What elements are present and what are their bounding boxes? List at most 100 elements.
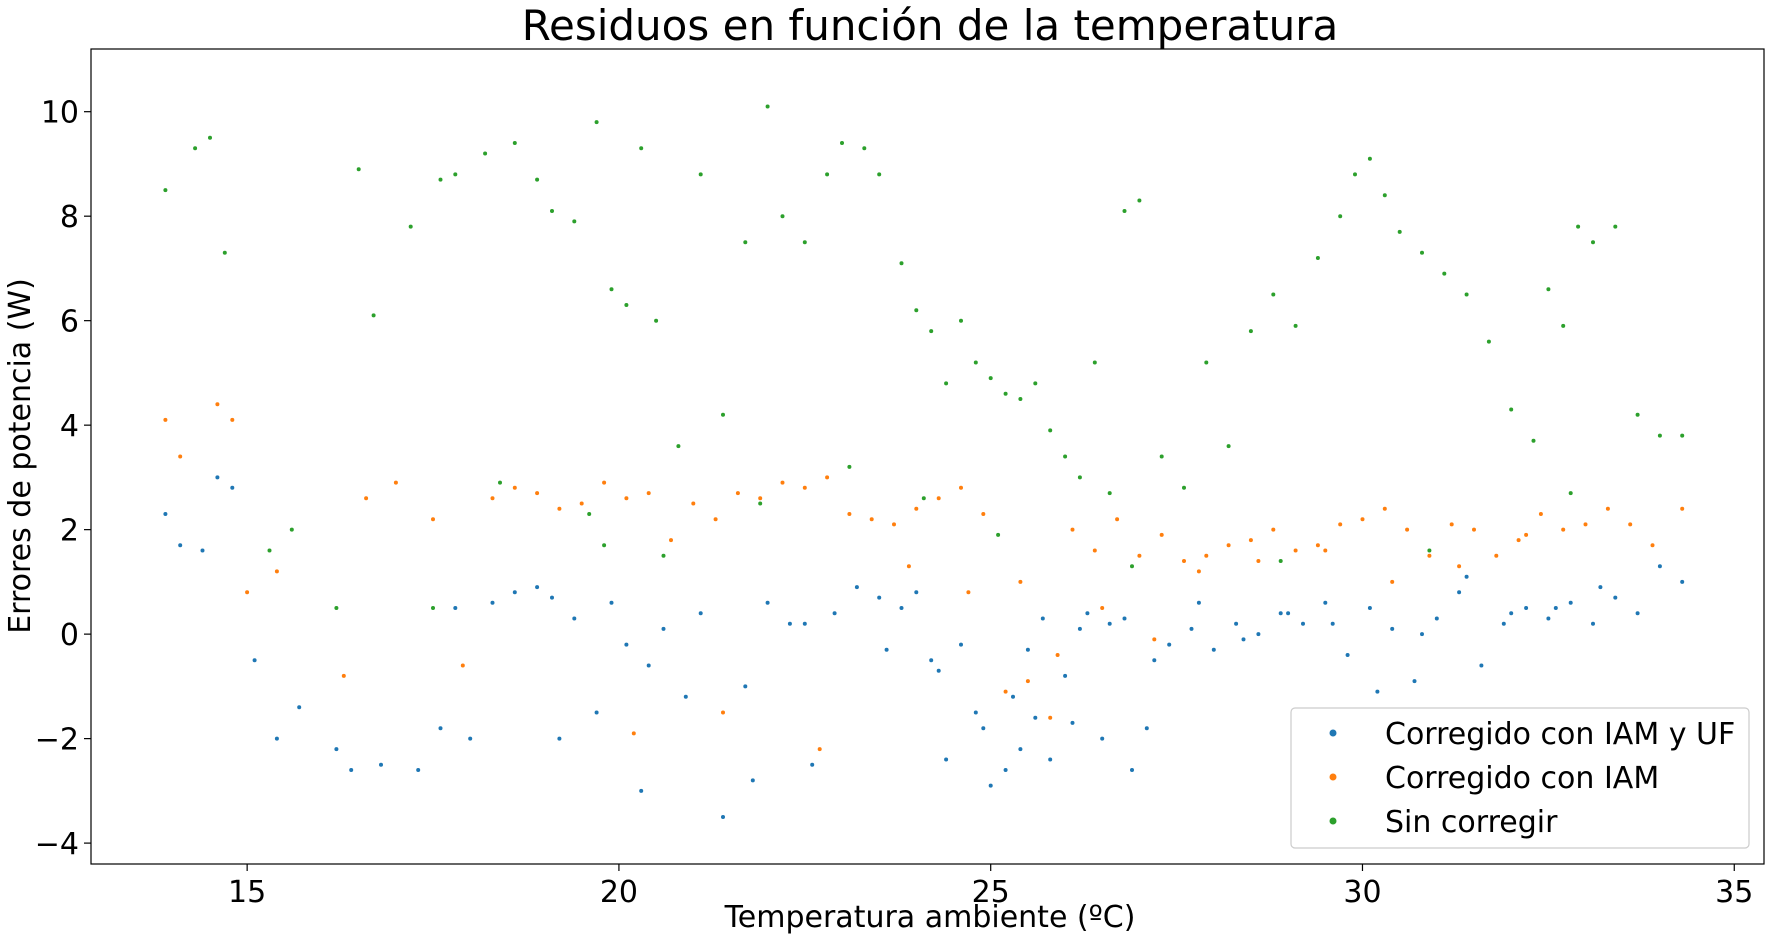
data-point-series-1: [1680, 506, 1685, 511]
data-point-series-0: [1241, 637, 1246, 642]
data-point-series-2: [1591, 240, 1595, 245]
data-point-series-2: [765, 104, 770, 109]
data-point-series-0: [274, 736, 279, 741]
data-point-series-0: [914, 590, 919, 595]
data-point-series-2: [1442, 271, 1447, 276]
data-point-series-0: [1122, 616, 1127, 621]
data-point-series-1: [1226, 543, 1231, 548]
data-point-series-2: [840, 141, 844, 145]
data-point-series-0: [1100, 736, 1105, 741]
data-point-series-1: [646, 491, 651, 496]
data-point-series-1: [802, 485, 807, 490]
data-point-series-0: [988, 783, 993, 788]
data-point-series-0: [1375, 689, 1380, 694]
data-point-series-0: [721, 815, 725, 819]
data-point-series-2: [267, 548, 272, 553]
data-point-series-0: [1018, 747, 1023, 752]
data-point-series-0: [787, 621, 792, 626]
data-point-series-1: [460, 663, 465, 668]
data-point-series-0: [1167, 642, 1172, 647]
data-point-series-2: [1531, 438, 1536, 443]
data-point-series-2: [988, 376, 993, 381]
data-point-series-0: [594, 710, 599, 715]
data-point-series-2: [780, 214, 785, 219]
data-point-series-0: [646, 663, 651, 668]
data-point-series-1: [1390, 579, 1395, 584]
y-tick-label: −2: [35, 723, 79, 758]
legend-marker-corregido-iam: [1329, 773, 1337, 781]
data-point-series-2: [847, 464, 852, 469]
data-point-series-1: [691, 501, 696, 506]
data-point-series-0: [490, 600, 495, 605]
data-point-series-1: [1360, 517, 1365, 522]
data-point-series-1: [393, 480, 398, 485]
data-point-series-2: [1130, 564, 1134, 569]
data-point-series-0: [1278, 611, 1283, 616]
legend-marker-sin-corregir: [1329, 817, 1337, 825]
x-tick-label: 30: [1343, 875, 1381, 910]
data-point-series-2: [1509, 407, 1514, 412]
data-point-series-0: [379, 762, 383, 767]
data-point-series-0: [1033, 715, 1038, 720]
legend-label-corregido-iam: Corregido con IAM: [1385, 761, 1659, 796]
data-point-series-0: [750, 778, 755, 783]
chart-title: Residuos en función de la temperatura: [522, 1, 1339, 50]
data-point-series-1: [215, 402, 220, 407]
data-point-series-1: [713, 517, 718, 522]
data-point-series-0: [468, 736, 473, 741]
data-point-series-2: [1420, 250, 1424, 255]
data-point-series-1: [1070, 527, 1075, 532]
data-point-series-2: [356, 167, 361, 172]
data-point-series-2: [1367, 156, 1372, 161]
data-point-series-2: [1248, 329, 1253, 334]
data-point-series-0: [163, 512, 168, 516]
data-point-series-1: [892, 522, 896, 527]
data-point-series-0: [1323, 600, 1328, 605]
y-tick-label: 10: [41, 96, 79, 131]
data-point-series-1: [1524, 532, 1529, 537]
data-point-series-2: [1137, 198, 1142, 203]
data-point-series-2: [996, 532, 1001, 537]
data-point-series-2: [408, 224, 413, 229]
data-point-series-0: [661, 626, 666, 631]
data-point-series-0: [1591, 621, 1595, 626]
data-point-series-1: [230, 417, 235, 422]
data-point-series-1: [341, 673, 346, 678]
data-point-series-1: [557, 506, 562, 511]
data-point-series-0: [200, 548, 205, 553]
data-point-series-1: [1583, 522, 1588, 527]
data-point-series-2: [289, 527, 294, 532]
data-point-series-1: [906, 564, 911, 569]
data-point-series-2: [163, 188, 168, 193]
y-axis-ticks: −4 −2 0 2 4 6 8 10: [35, 96, 91, 862]
x-tick-label: 25: [972, 875, 1010, 910]
data-point-series-2: [535, 177, 540, 182]
y-tick-label: 0: [60, 618, 79, 653]
data-point-series-0: [438, 726, 443, 731]
data-point-series-0: [1390, 626, 1395, 631]
data-point-series-2: [758, 501, 763, 506]
data-point-series-2: [438, 177, 443, 182]
data-point-series-1: [1256, 559, 1261, 563]
data-point-series-2: [944, 381, 949, 386]
data-point-series-0: [1211, 647, 1216, 652]
data-point-series-2: [1293, 323, 1298, 328]
data-point-series-1: [1427, 553, 1432, 558]
data-point-series-0: [215, 475, 220, 480]
data-point-series-2: [431, 606, 435, 610]
data-point-series-2: [1427, 548, 1432, 553]
data-point-series-0: [1546, 616, 1551, 621]
data-point-series-2: [639, 146, 644, 151]
data-point-series-2: [661, 553, 666, 558]
data-point-series-2: [1003, 391, 1008, 396]
data-point-series-2: [654, 318, 659, 323]
data-point-series-2: [1353, 172, 1357, 177]
data-point-series-1: [1025, 679, 1030, 684]
data-point-series-0: [334, 747, 339, 752]
data-point-series-2: [973, 360, 978, 365]
data-point-series-0: [416, 768, 421, 772]
data-point-series-1: [1115, 517, 1120, 522]
data-point-series-1: [914, 506, 919, 511]
data-point-series-0: [1256, 632, 1261, 637]
data-point-series-0: [1130, 768, 1134, 772]
